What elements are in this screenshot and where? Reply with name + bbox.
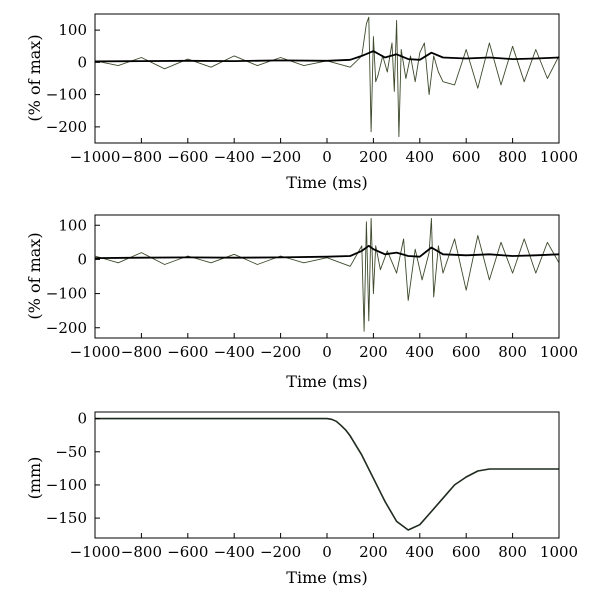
x-tick-label: −1000	[70, 148, 121, 166]
x-axis-label: Time (ms)	[286, 372, 367, 391]
y-axis-label: (% of max)	[25, 232, 44, 319]
plot-frame	[94, 214, 560, 339]
y-tick-label: −100	[46, 476, 87, 494]
x-tick-label: 600	[452, 343, 481, 361]
y-axis-label: (mm)	[25, 457, 44, 500]
x-axis-label: Time (ms)	[286, 568, 367, 587]
x-tick-label: 800	[498, 148, 527, 166]
x-tick-label: −800	[121, 543, 162, 561]
x-tick-label: 600	[452, 148, 481, 166]
y-tick-label: −200	[46, 118, 87, 136]
x-tick-label: 400	[405, 543, 434, 561]
y-tick-label: 0	[77, 410, 87, 428]
x-tick-label: 200	[359, 543, 388, 561]
x-tick-label: −600	[167, 543, 208, 561]
x-tick-label: −600	[167, 148, 208, 166]
y-tick-label: 100	[58, 216, 87, 234]
y-tick-label: 100	[58, 21, 87, 39]
x-tick-label: 200	[359, 343, 388, 361]
x-tick-label: 1000	[540, 343, 578, 361]
x-tick-label: −1000	[70, 343, 121, 361]
series-raw-line	[94, 217, 560, 332]
plot-frame	[94, 13, 560, 144]
x-tick-label: 1000	[540, 148, 578, 166]
x-tick-label: 800	[498, 343, 527, 361]
y-tick-label: −100	[46, 285, 87, 303]
x-tick-label: −400	[214, 543, 255, 561]
x-tick-label: 400	[405, 343, 434, 361]
x-tick-label: 0	[322, 343, 332, 361]
x-tick-label: −800	[121, 343, 162, 361]
x-tick-label: 800	[498, 543, 527, 561]
x-tick-label: −600	[167, 343, 208, 361]
x-tick-label: −400	[214, 148, 255, 166]
x-tick-label: −200	[260, 343, 301, 361]
x-tick-label: 600	[452, 543, 481, 561]
x-tick-label: −200	[260, 543, 301, 561]
series-raw-line	[94, 16, 560, 138]
x-tick-label: −800	[121, 148, 162, 166]
y-tick-label: 0	[77, 250, 87, 268]
x-tick-label: 0	[322, 148, 332, 166]
series-envelope-line	[94, 244, 560, 259]
series-trajectory-line	[95, 417, 559, 531]
series-envelope-line	[94, 50, 560, 63]
x-tick-label: 1000	[540, 543, 578, 561]
x-tick-label: −400	[214, 343, 255, 361]
displacement-panel-bottom: (mm) Time (ms) −1000 −800 −600 −400 −200 0 200…	[25, 410, 578, 587]
y-tick-label: −50	[55, 443, 87, 461]
y-axis-label: (% of max)	[25, 34, 44, 121]
emg-panel-top: (% of max) Time (ms) −1000 −800 −600 −400 −2…	[25, 13, 578, 192]
x-tick-label: 200	[359, 148, 388, 166]
y-tick-label: −100	[46, 86, 87, 104]
x-tick-label: −200	[260, 148, 301, 166]
y-tick-label: −150	[46, 509, 87, 527]
emg-panel-middle: (% of max) Time (ms) −1000 −800 −600 −400 −2…	[25, 214, 578, 391]
plot-frame	[94, 411, 560, 539]
x-axis-label: Time (ms)	[286, 173, 367, 192]
x-tick-label: −1000	[70, 543, 121, 561]
x-tick-label: 0	[322, 543, 332, 561]
x-tick-label: 400	[405, 148, 434, 166]
y-tick-label: 0	[77, 53, 87, 71]
y-tick-label: −200	[46, 319, 87, 337]
